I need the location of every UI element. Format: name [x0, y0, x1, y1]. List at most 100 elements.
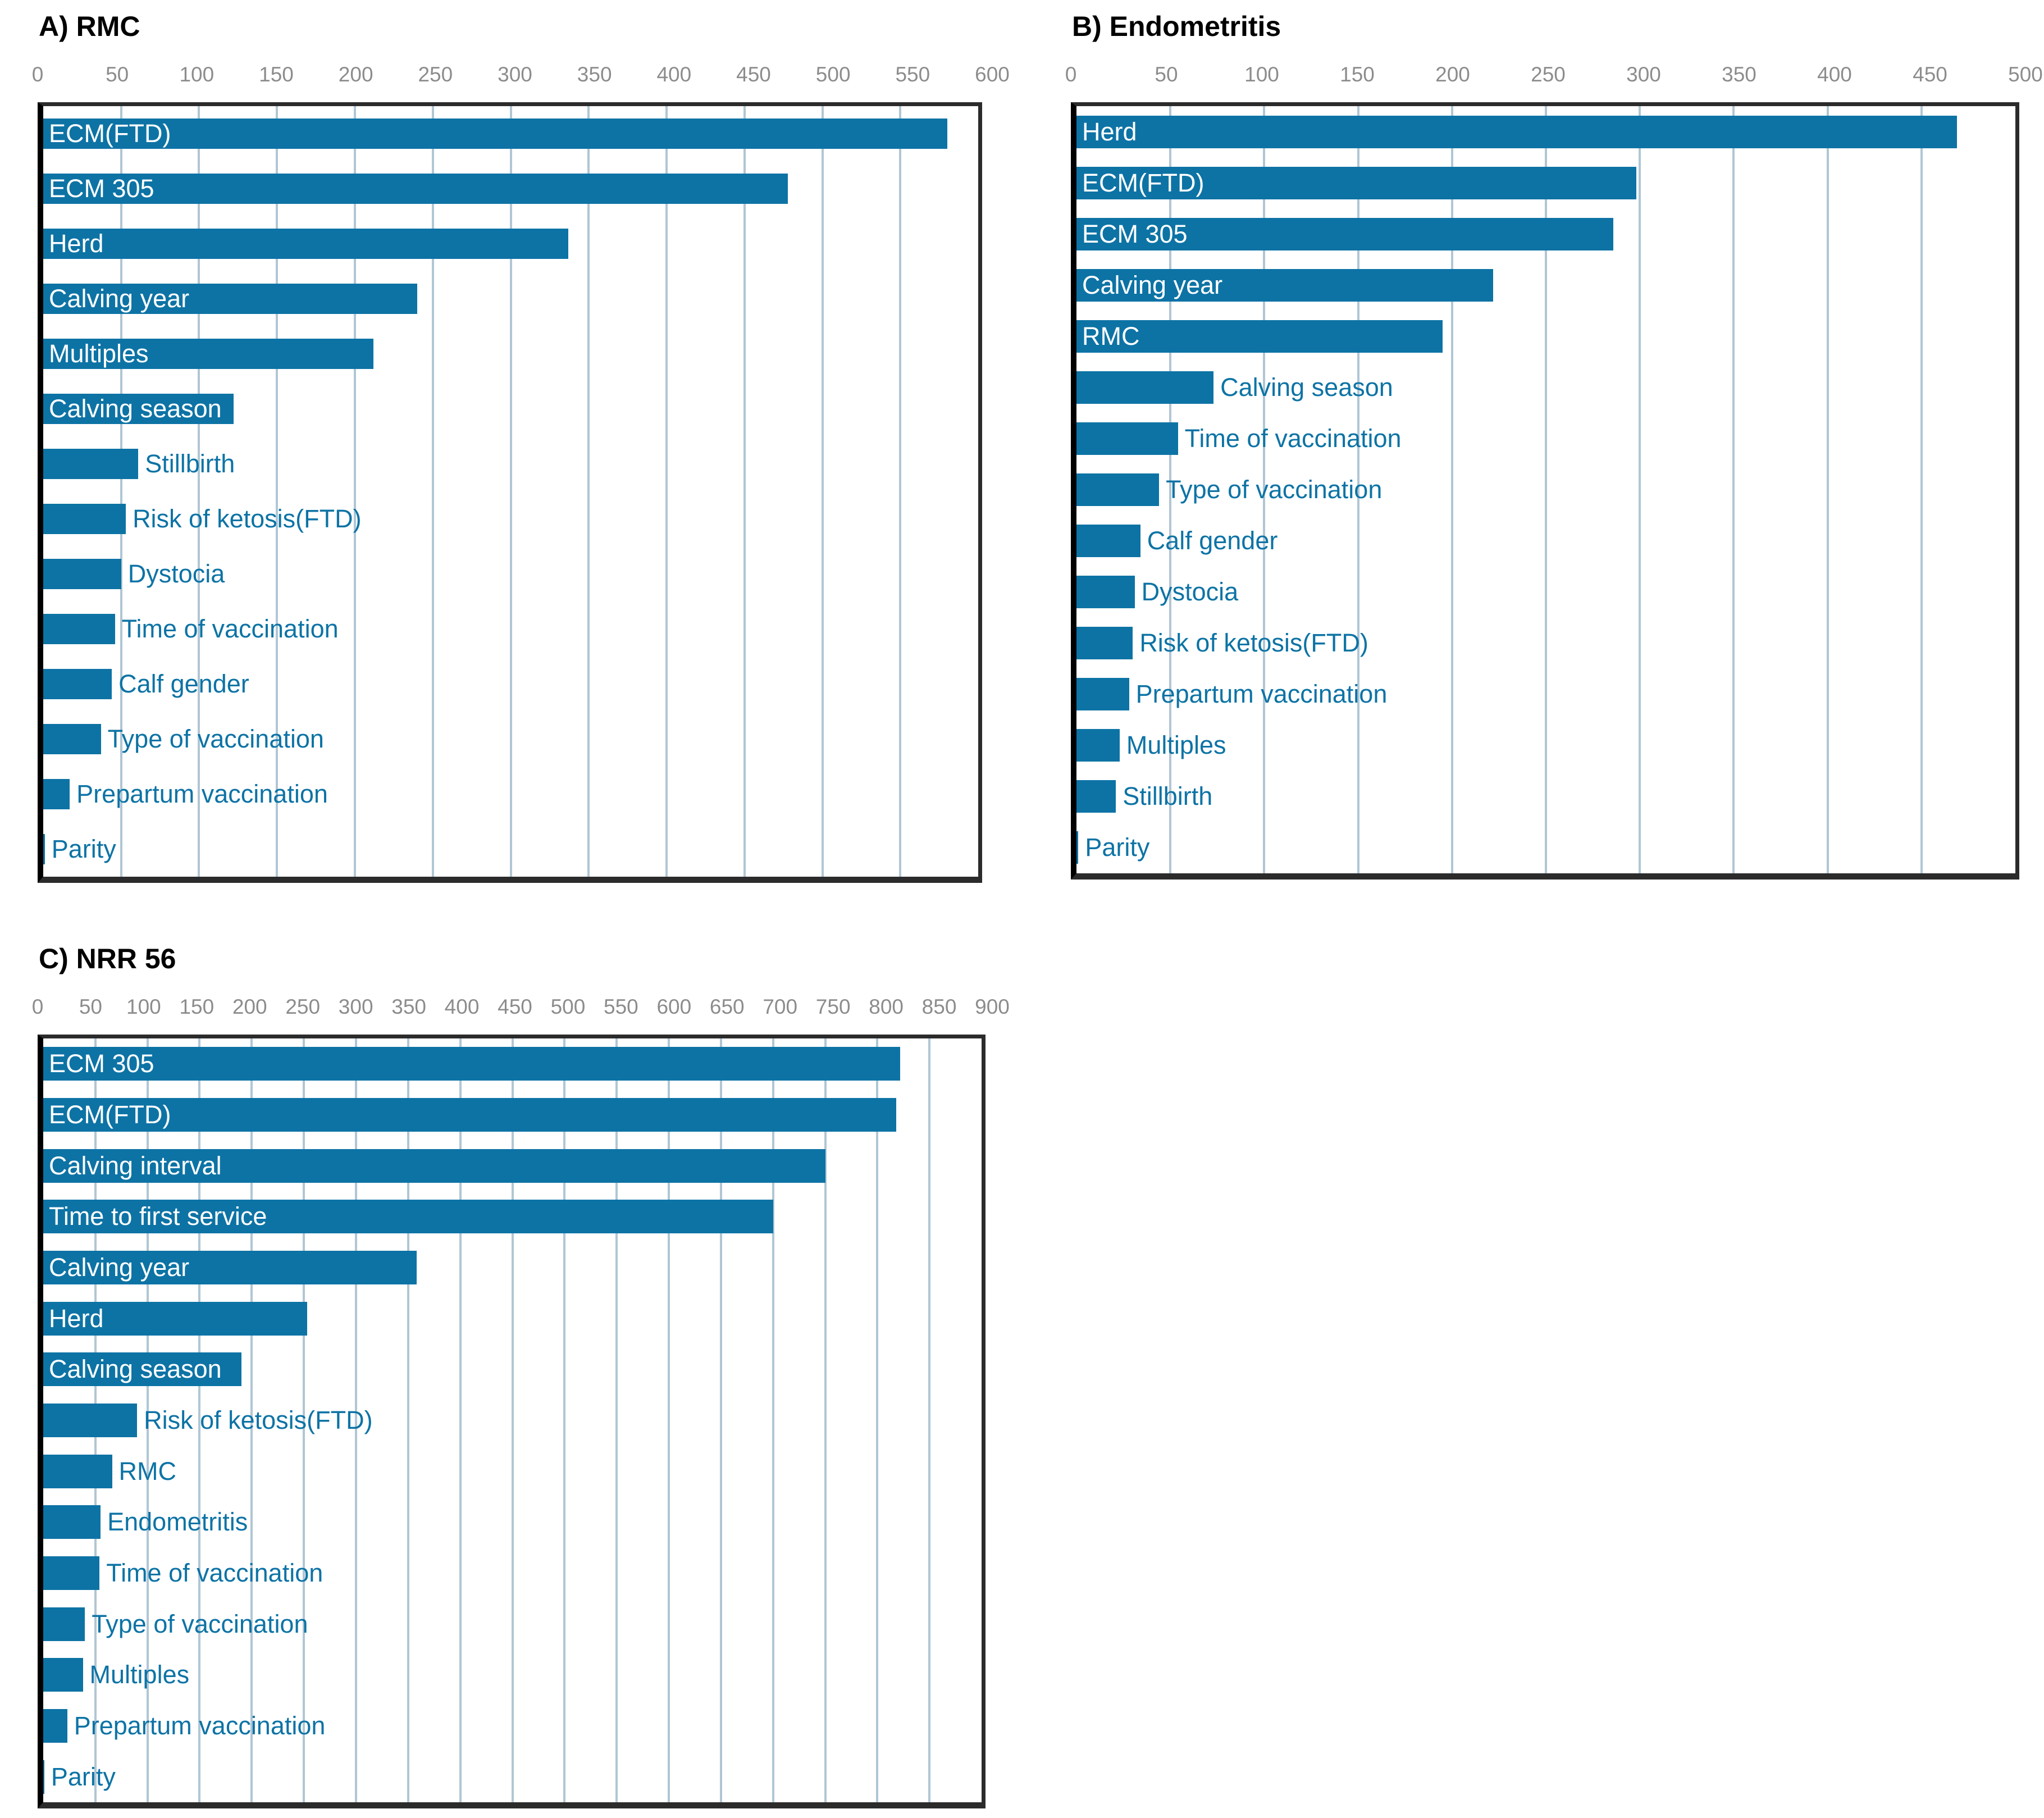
bar-row: Time of vaccination — [43, 602, 978, 657]
chart-title: A) RMC — [39, 11, 140, 42]
bar-label: Calf gender — [118, 669, 249, 698]
bar-label: ECM(FTD) — [49, 119, 171, 148]
bar — [43, 1251, 417, 1285]
bar — [1076, 166, 1636, 199]
gridline — [1263, 106, 1266, 873]
bar-row: Herd — [43, 1293, 982, 1344]
gridline — [587, 106, 590, 877]
bar — [43, 1505, 101, 1539]
bar-row: ECM(FTD) — [1076, 157, 2015, 208]
gridline — [407, 1038, 409, 1802]
bar-row: Stillbirth — [43, 436, 978, 491]
axis-tick-label: 700 — [763, 995, 798, 1018]
axis-tick-label: 250 — [418, 63, 453, 86]
gridline — [821, 106, 824, 877]
bar-row: Calving year — [1076, 259, 2015, 311]
bar-row: Herd — [43, 216, 978, 271]
bar — [43, 834, 45, 864]
gridline — [511, 1038, 514, 1802]
gridline — [1732, 106, 1735, 873]
axis-tick-label: 650 — [709, 995, 745, 1018]
bar — [1076, 371, 1214, 404]
bar — [43, 1047, 901, 1081]
axis-tick-label: 400 — [444, 995, 480, 1018]
bar — [43, 229, 569, 259]
bar-label: Calf gender — [1147, 526, 1278, 555]
bar — [1076, 729, 1120, 762]
chart-title: B) Endometritis — [1072, 11, 1281, 42]
bar-label: RMC — [1082, 321, 1140, 350]
axis-tick-label: 500 — [2008, 63, 2043, 86]
bar — [43, 614, 115, 644]
bar-label: Calving year — [1082, 270, 1223, 299]
bar-label: Stillbirth — [1123, 782, 1213, 811]
bar-label: RMC — [118, 1456, 177, 1486]
bar — [43, 779, 70, 809]
axis-tick-label: 100 — [179, 63, 215, 86]
bar-row: Multiples — [43, 326, 978, 381]
bar-label: Time of vaccination — [121, 614, 339, 643]
axis-tick-label: 550 — [895, 63, 930, 86]
gridline — [120, 106, 122, 877]
axis-tick-label: 250 — [1531, 63, 1566, 86]
axis-tick-label: 350 — [577, 63, 612, 86]
axis-tick-label: 600 — [975, 63, 1010, 86]
axis-tick-label: 250 — [285, 995, 321, 1018]
bar-label: Calving season — [49, 1355, 222, 1384]
axis-tick-label: 150 — [1340, 63, 1375, 86]
axis-tick-label: 400 — [656, 63, 692, 86]
bar-row: Time of vaccination — [1076, 413, 2015, 464]
axis-tick-label: 800 — [869, 995, 904, 1018]
gridline — [1826, 106, 1829, 873]
axis-tick-label: 350 — [1722, 63, 1756, 86]
bar — [1076, 678, 1129, 711]
bar-label: ECM(FTD) — [1082, 168, 1204, 197]
axis-tick-label: 500 — [815, 63, 851, 86]
bar-label: Dystocia — [1141, 577, 1239, 607]
gridline — [459, 1038, 462, 1802]
axis-tick-label: 0 — [31, 995, 44, 1018]
bar — [43, 1200, 773, 1234]
bar-label: Endometritis — [107, 1507, 248, 1537]
gridline — [1545, 106, 1547, 873]
bar-row: ECM(FTD) — [43, 1090, 982, 1141]
bar — [43, 284, 417, 314]
bar-label: Prepartum vaccination — [74, 1711, 326, 1740]
gridline — [198, 1038, 201, 1802]
bar-row: Risk of ketosis(FTD) — [1076, 618, 2015, 669]
bar — [43, 669, 112, 699]
bar-label: ECM 305 — [1082, 219, 1188, 248]
bar — [43, 1760, 44, 1794]
axis-tick-label: 50 — [1155, 63, 1178, 86]
axis-tick-label: 350 — [391, 995, 426, 1018]
axis-tick-label: 0 — [1065, 63, 1077, 86]
axis-tick-label: 300 — [1626, 63, 1661, 86]
bar — [43, 724, 101, 754]
bar-row: ECM 305 — [43, 161, 978, 216]
bar-row: Type of vaccination — [43, 1598, 982, 1650]
bar-row: Multiples — [1076, 720, 2015, 771]
axis-tick-label: 50 — [79, 995, 103, 1018]
chart-endometritis: B) Endometritis 0 50 100 150 200 250 300 350 400… — [1065, 10, 2043, 880]
bar — [43, 1658, 83, 1692]
bar-label: ECM 305 — [49, 1049, 154, 1078]
gridline — [667, 1038, 670, 1802]
axis-tick-label: 300 — [338, 995, 373, 1018]
bar — [43, 449, 139, 479]
x-axis: 0 50 100 150 200 250 300 350 400 450 500 550 600 — [32, 63, 1010, 89]
x-axis: 0 50 100 150 200 250 300 350 400 450 500 — [1065, 63, 2043, 89]
axis-tick-label: 450 — [498, 995, 532, 1018]
gridline — [276, 106, 279, 877]
bar — [1076, 217, 1614, 250]
axis-tick-label: 200 — [338, 63, 373, 86]
bar-label: Time of vaccination — [1184, 423, 1402, 453]
gridline — [772, 1038, 774, 1802]
bar — [43, 174, 788, 204]
bar-label: Time to first service — [49, 1202, 267, 1231]
bar — [43, 1301, 307, 1336]
gridline — [928, 1038, 931, 1802]
axis-tick-label: 100 — [126, 995, 161, 1018]
bar-row: Calf gender — [43, 657, 978, 712]
gridline — [824, 1038, 827, 1802]
gridline — [509, 106, 512, 877]
